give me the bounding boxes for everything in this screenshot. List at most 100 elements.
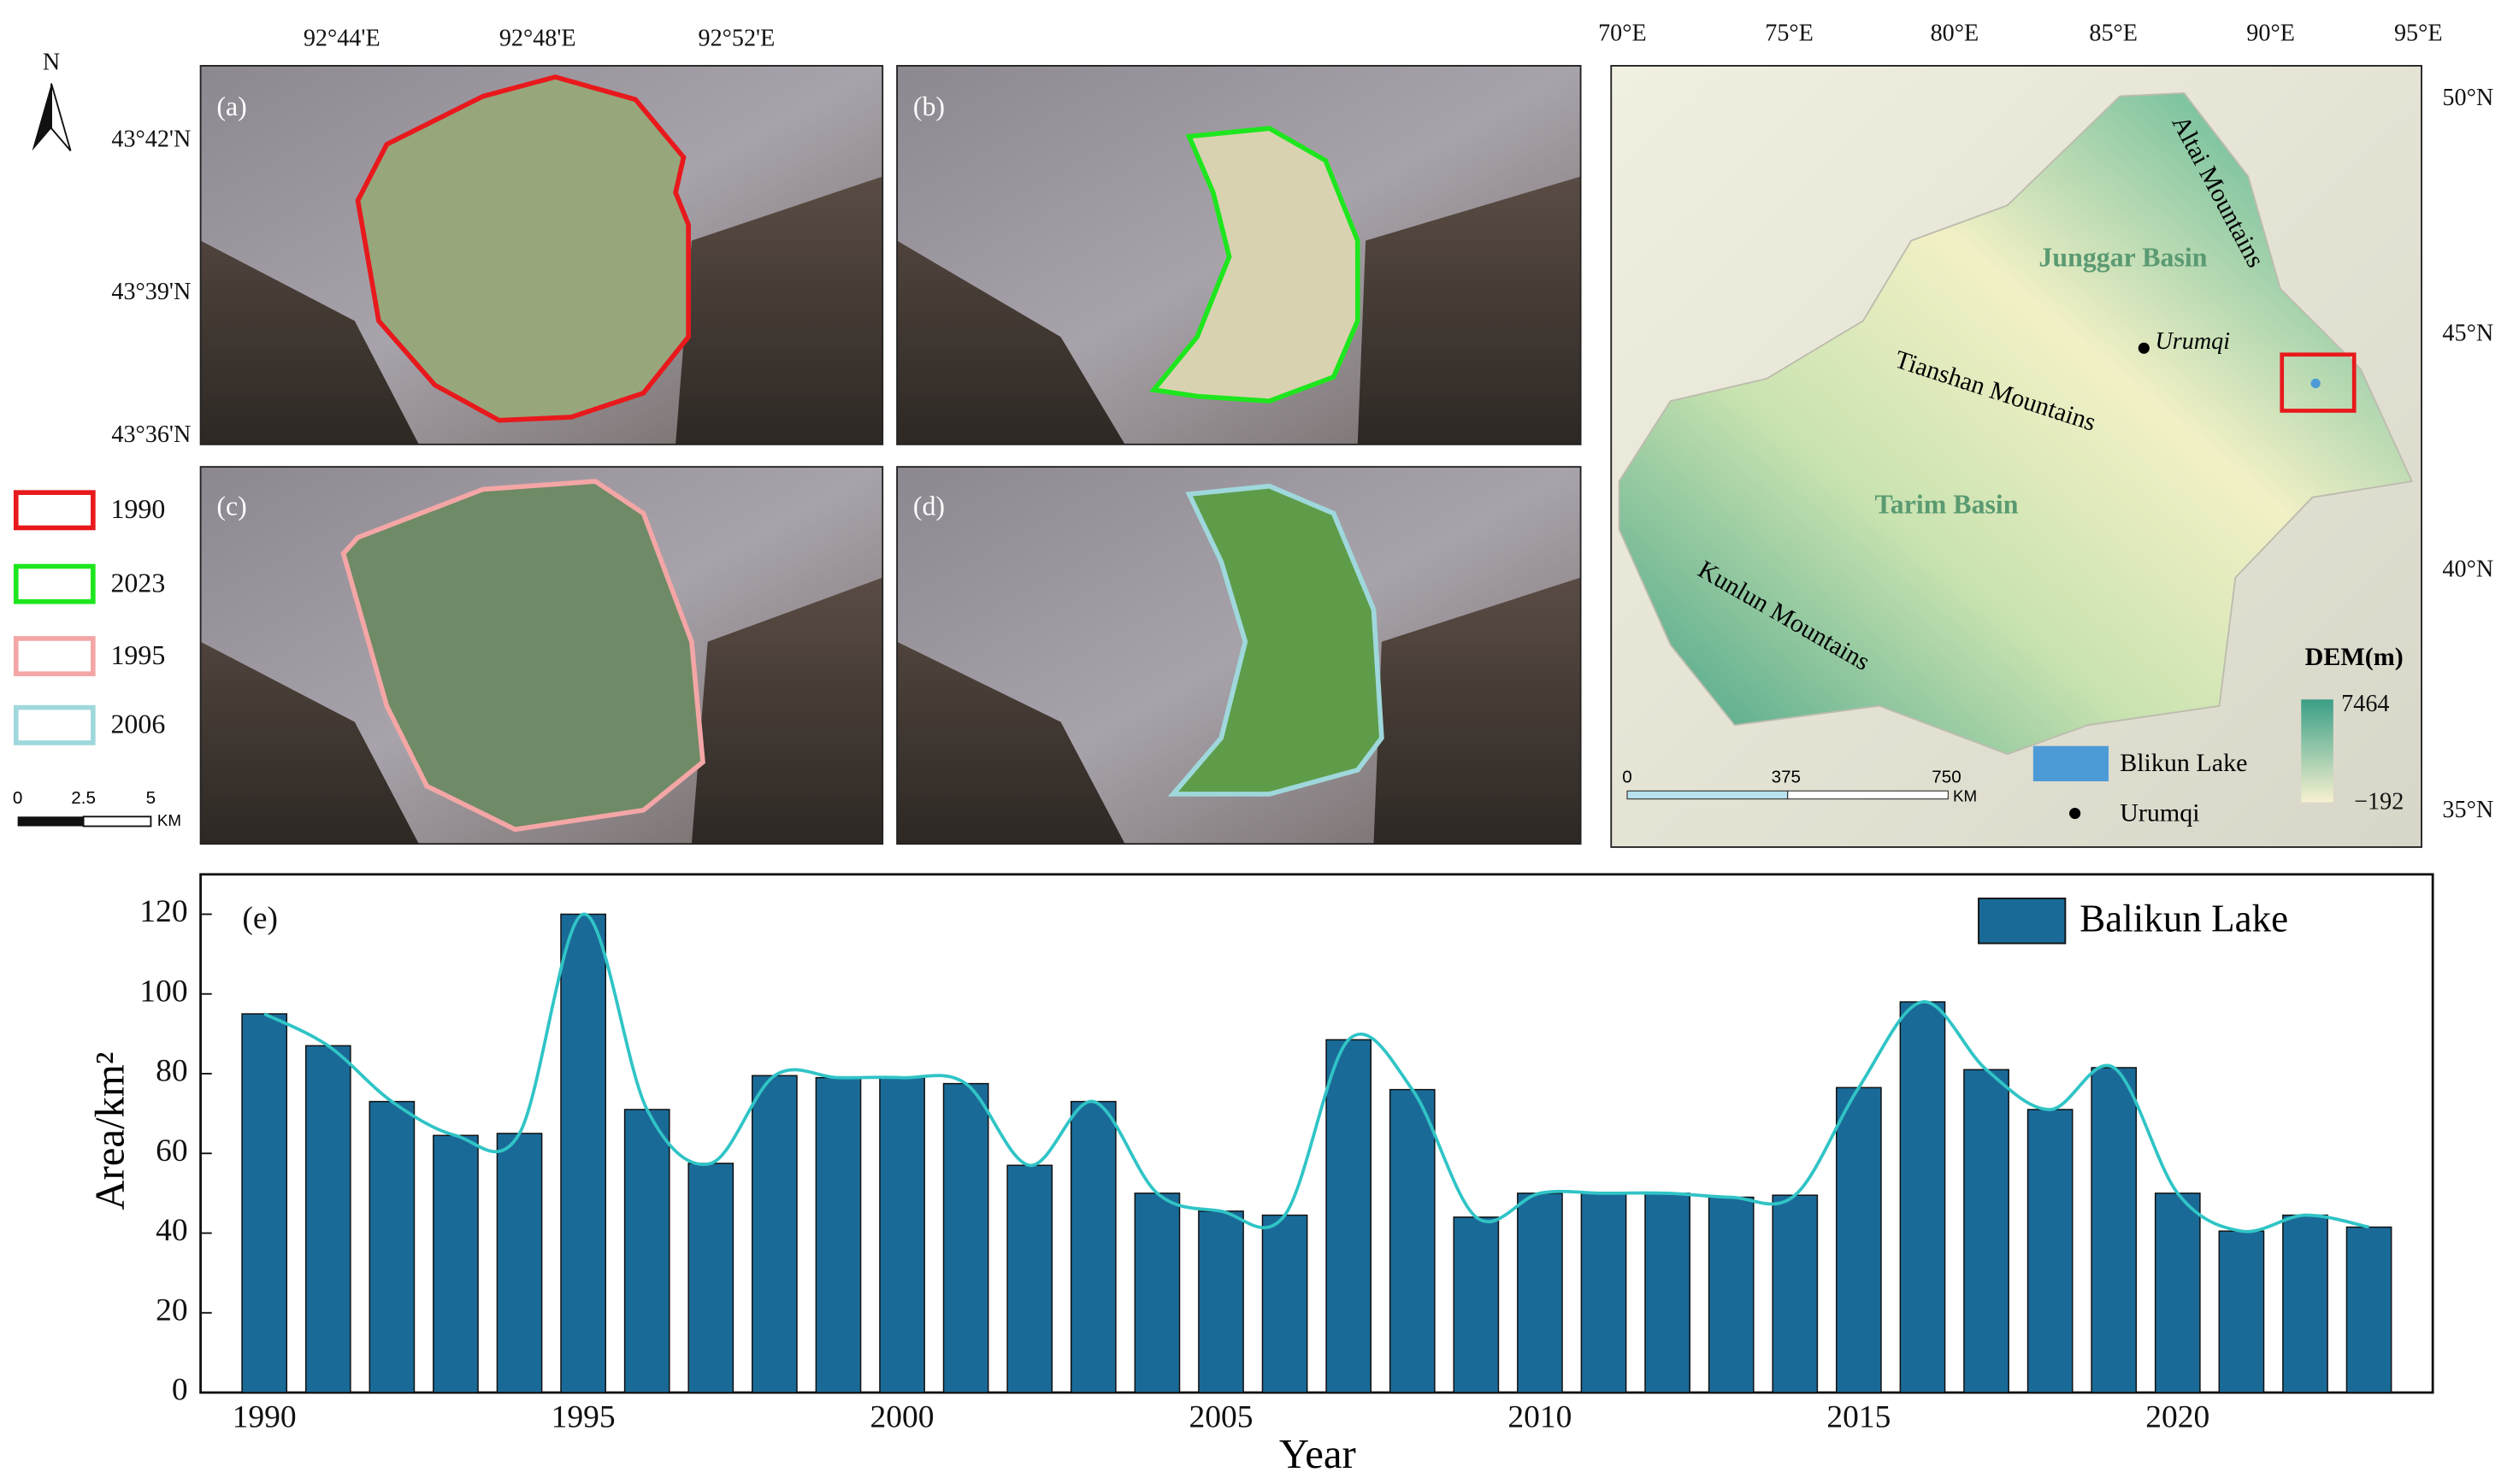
lon-label: 95°E bbox=[2394, 21, 2443, 47]
x-tick-label: 2020 bbox=[2145, 1400, 2209, 1435]
panel-b bbox=[897, 65, 1581, 445]
bar bbox=[879, 1076, 925, 1393]
dem-max: 7464 bbox=[2341, 691, 2389, 717]
lon-label: 80°E bbox=[1931, 21, 1979, 47]
bar bbox=[1644, 1192, 1690, 1393]
bar bbox=[1006, 1164, 1053, 1393]
y-tick-label: 80 bbox=[156, 1054, 188, 1089]
legend-label: 1995 bbox=[110, 640, 165, 670]
bar bbox=[815, 1076, 862, 1393]
lat-label: 43°39'N bbox=[111, 279, 191, 305]
bar bbox=[2282, 1214, 2328, 1393]
north-arrow: N bbox=[32, 50, 72, 152]
inset-scale-bar: 0 2.5 5 KM bbox=[13, 788, 181, 829]
bar bbox=[1517, 1192, 1563, 1393]
panel-frame bbox=[896, 65, 1582, 445]
y-tick-label: 120 bbox=[139, 894, 187, 929]
panel-frame bbox=[896, 466, 1582, 845]
bar bbox=[560, 913, 606, 1393]
panel-frame bbox=[199, 466, 884, 845]
bar bbox=[1453, 1216, 1500, 1393]
legend-swatch bbox=[2032, 745, 2109, 781]
y-tick-label: 0 bbox=[172, 1373, 188, 1408]
lon-label: 75°E bbox=[1765, 21, 1814, 47]
bar bbox=[2091, 1067, 2138, 1393]
bar bbox=[304, 1045, 351, 1393]
lon-label: 90°E bbox=[2246, 21, 2295, 47]
panel-label: (e) bbox=[242, 901, 278, 936]
bar bbox=[369, 1100, 416, 1393]
legend-label: 1990 bbox=[110, 494, 165, 524]
bar bbox=[1899, 1001, 1946, 1393]
x-axis-label: Year bbox=[1279, 1431, 1356, 1477]
scale-unit: KM bbox=[1953, 787, 1977, 805]
bar bbox=[942, 1082, 989, 1393]
bar bbox=[2218, 1230, 2265, 1393]
year-legend: 1990 2023 1995 2006 bbox=[13, 490, 165, 745]
lat-label: 50°N bbox=[2442, 85, 2493, 111]
place-label: Tarim Basin bbox=[1874, 489, 2018, 519]
panel-label: (b) bbox=[913, 91, 945, 121]
lat-label: 35°N bbox=[2442, 797, 2493, 823]
satellite-panels: (a) (b) (c) (d) bbox=[199, 65, 1582, 845]
bar bbox=[687, 1163, 734, 1393]
lat-label: 40°N bbox=[2442, 556, 2493, 583]
bar bbox=[1198, 1210, 1244, 1393]
legend-swatch bbox=[13, 704, 96, 745]
scale-label: 5 bbox=[146, 788, 156, 808]
panel-d bbox=[897, 467, 1581, 845]
bar bbox=[2345, 1226, 2392, 1393]
y-tick-label: 100 bbox=[139, 974, 187, 1009]
legend-swatch bbox=[13, 563, 96, 604]
bar bbox=[623, 1109, 670, 1393]
place-label: Urumqi bbox=[2155, 328, 2230, 355]
legend-label: Urumqi bbox=[2120, 798, 2199, 827]
bar bbox=[241, 1013, 288, 1393]
bar bbox=[752, 1075, 798, 1393]
y-tick-label: 40 bbox=[156, 1213, 188, 1248]
bar bbox=[1261, 1214, 1308, 1393]
inset-coordinates: 92°44'E 92°48'E 92°52'E 43°42'N 43°39'N … bbox=[111, 25, 775, 448]
scale-label: 2.5 bbox=[71, 788, 96, 808]
lon-label: 85°E bbox=[2089, 21, 2138, 47]
panel-c bbox=[200, 467, 883, 845]
bar bbox=[1963, 1069, 2009, 1393]
y-tick-label: 20 bbox=[156, 1293, 188, 1328]
smooth-line bbox=[263, 912, 2369, 1234]
lon-label: 92°52'E bbox=[699, 25, 776, 51]
x-tick-label: 1995 bbox=[552, 1400, 616, 1435]
panel-label: (a) bbox=[216, 91, 246, 121]
bar bbox=[2154, 1192, 2201, 1393]
legend-swatch bbox=[13, 490, 96, 531]
dem-min: −192 bbox=[2354, 789, 2404, 816]
lon-label: 92°48'E bbox=[499, 25, 576, 51]
x-tick-label: 2005 bbox=[1189, 1400, 1253, 1435]
legend-label: 2006 bbox=[110, 709, 165, 739]
x-tick-label: 2000 bbox=[870, 1400, 935, 1435]
panel-a bbox=[200, 65, 883, 445]
north-label: N bbox=[43, 50, 60, 76]
y-axis-label: Area/km² bbox=[86, 1051, 133, 1210]
dem-ramp bbox=[2301, 699, 2333, 803]
bar bbox=[1580, 1192, 1627, 1393]
x-tick-label: 2015 bbox=[1826, 1400, 1891, 1435]
legend-swatch bbox=[1978, 898, 2067, 945]
lat-label: 45°N bbox=[2442, 321, 2493, 347]
scale-unit: KM bbox=[157, 811, 181, 829]
scale-label: 750 bbox=[1932, 768, 1961, 787]
bar bbox=[1134, 1192, 1181, 1393]
overview-map: Junggar Basin Tarim Basin Urumqi Tiansha… bbox=[1598, 21, 2493, 848]
scale-label: 375 bbox=[1772, 768, 1801, 787]
panel-label: (d) bbox=[913, 491, 945, 521]
panel-frame bbox=[199, 65, 884, 445]
bar bbox=[1772, 1194, 1819, 1393]
bar bbox=[1070, 1100, 1117, 1393]
scale-label: 0 bbox=[13, 788, 22, 808]
legend-label: 2023 bbox=[110, 568, 165, 598]
lon-label: 70°E bbox=[1598, 21, 1647, 47]
legend-label: Blikun Lake bbox=[2120, 749, 2247, 777]
legend-swatch bbox=[13, 636, 96, 677]
legend-label: Balikun Lake bbox=[2079, 897, 2288, 939]
